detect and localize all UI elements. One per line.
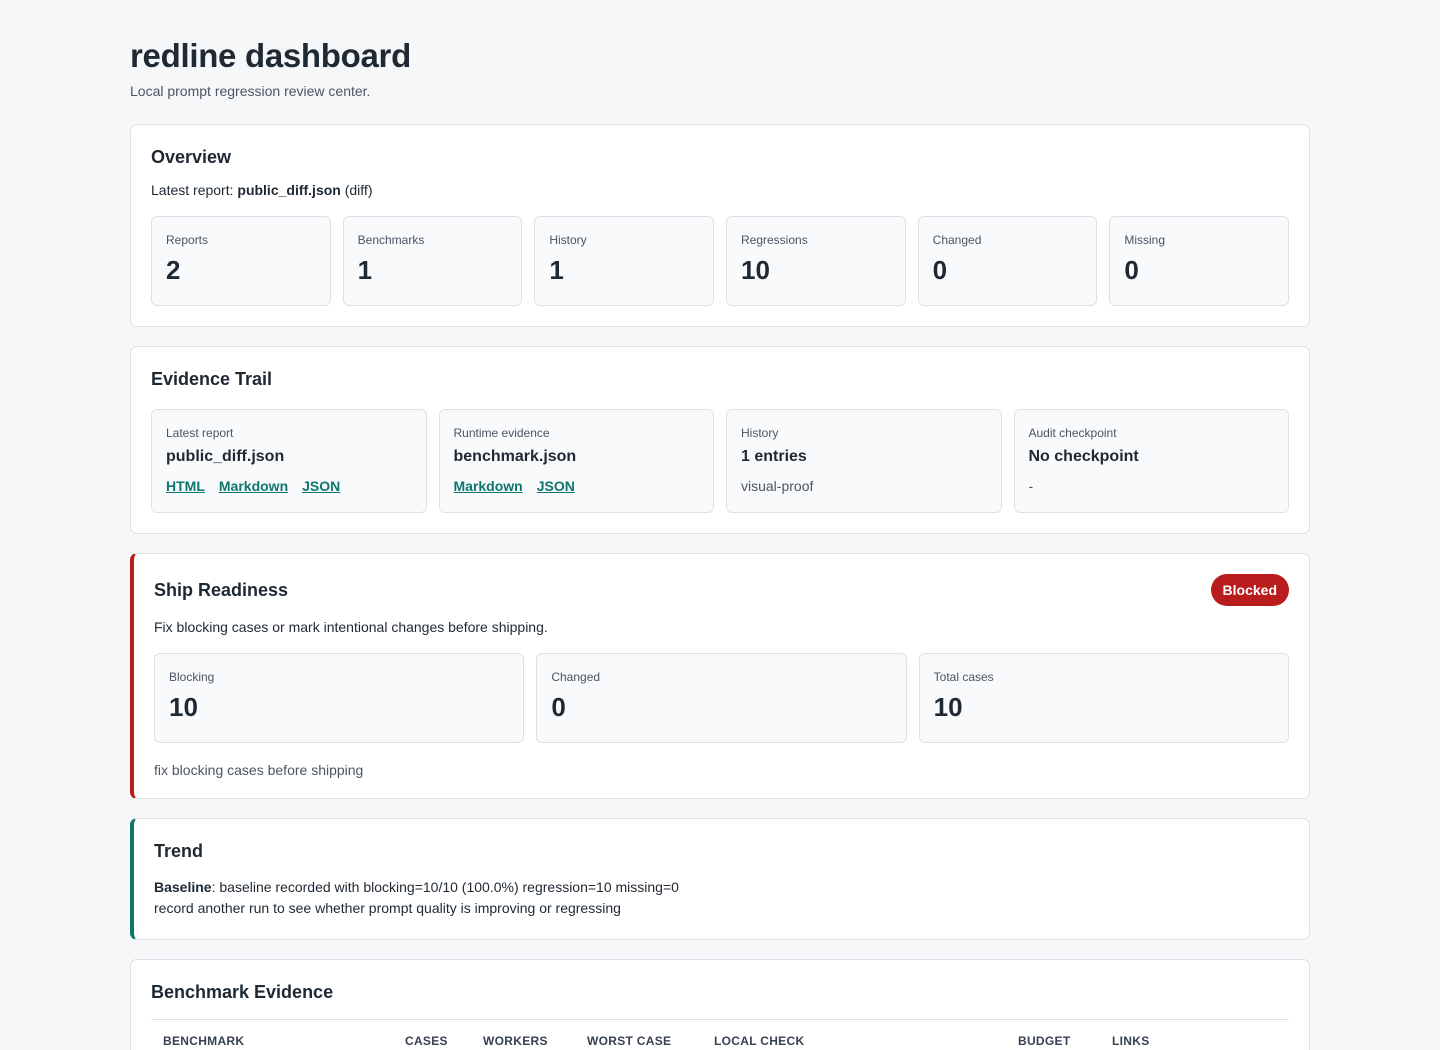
column-header-local-check: Local check [714, 1034, 805, 1048]
column-header-cases: Cases [405, 1034, 448, 1048]
stat-label: Missing [1124, 233, 1166, 247]
evidence-card-runtime: Runtime evidence benchmark.json Markdown… [438, 409, 714, 513]
table-header-row: Benchmark Cases Workers Worst case Local… [151, 1020, 1289, 1050]
evidence-links: Markdown JSON [454, 478, 700, 494]
ship-stats: Blocking 10 Changed 0 Total cases 10 [154, 653, 1289, 743]
stat-value: 1 [549, 255, 564, 285]
evidence-links: HTML Markdown JSON [166, 478, 412, 494]
evidence-value: No checkpoint [1028, 448, 1139, 465]
stat-label: History [549, 233, 587, 247]
stat-label: Reports [166, 233, 209, 247]
ship-footer-note: fix blocking cases before shipping [154, 762, 364, 778]
stat-card-reports: Reports 2 [151, 216, 331, 306]
stat-card-history: History 1 [534, 216, 714, 306]
evidence-label: History [741, 426, 779, 440]
ship-description: Fix blocking cases or mark intentional c… [154, 619, 548, 635]
latest-report-kind: (diff) [340, 182, 373, 198]
trend-panel: Trend Baseline: baseline recorded with b… [130, 818, 1310, 940]
stat-value: 0 [932, 255, 948, 285]
stat-value: 10 [169, 692, 198, 722]
overview-heading: Overview [151, 147, 232, 167]
benchmark-heading: Benchmark Evidence [151, 982, 334, 1002]
stat-card-regressions: Regressions 10 [726, 216, 906, 306]
runtime-markdown-link[interactable]: Markdown [453, 478, 523, 494]
trend-text: Baseline: baseline recorded with blockin… [154, 877, 1289, 919]
page-subtitle: Local prompt regression review center. [130, 83, 371, 99]
column-header-budget: Budget [1018, 1034, 1071, 1048]
evidence-trail-panel: Evidence Trail Latest report public_diff… [130, 346, 1310, 534]
overview-panel: Overview Latest report: public_diff.json… [130, 124, 1310, 327]
latest-markdown-link[interactable]: Markdown [218, 478, 289, 494]
stat-value: 1 [357, 255, 373, 285]
column-header-workers: Workers [483, 1034, 548, 1048]
ship-heading: Ship Readiness [154, 580, 289, 600]
evidence-value: public_diff.json [166, 448, 285, 465]
overview-stats: Reports 2 Benchmarks 1 History 1 Regress… [151, 216, 1289, 306]
latest-html-link[interactable]: HTML [166, 478, 205, 494]
page-title: redline dashboard [130, 37, 411, 74]
stat-label: Changed [932, 233, 982, 247]
evidence-card-audit: Audit checkpoint No checkpoint - [1013, 409, 1289, 513]
stat-card-changed: Changed 0 [917, 216, 1098, 306]
stat-card-total-cases: Total cases 10 [918, 653, 1289, 743]
evidence-card-history: History 1 entries visual-proof [726, 409, 1002, 513]
trend-hint: record another run to see whether prompt… [154, 900, 621, 916]
evidence-value: benchmark.json [453, 448, 577, 465]
evidence-label: Audit checkpoint [1028, 426, 1117, 440]
latest-json-link[interactable]: JSON [302, 478, 341, 494]
stat-value: 2 [166, 255, 181, 285]
evidence-heading: Evidence Trail [151, 369, 273, 389]
latest-report-line: Latest report: public_diff.json (diff) [151, 182, 1289, 198]
status-badge: Blocked [1210, 574, 1289, 606]
trend-baseline-label: Baseline [154, 879, 212, 895]
stat-label: Benchmarks [357, 233, 425, 247]
latest-report-prefix: Latest report: [151, 182, 238, 198]
evidence-value: 1 entries [741, 448, 807, 465]
evidence-card-latest-report: Latest report public_diff.json HTML Markd… [151, 409, 427, 513]
benchmark-table: Benchmark Cases Workers Worst case Local… [151, 1019, 1289, 1050]
column-header-links: Links [1112, 1034, 1150, 1048]
ship-header: Ship Readiness Blocked [154, 574, 1289, 606]
latest-report-file: public_diff.json [237, 182, 341, 198]
dashboard-page: redline dashboard Local prompt regressio… [130, 0, 1310, 1050]
stat-value: 0 [1124, 255, 1139, 285]
stat-card-changed: Changed 0 [536, 653, 907, 743]
evidence-note: - [1028, 478, 1034, 494]
evidence-note: visual-proof [741, 478, 814, 494]
runtime-json-link[interactable]: JSON [536, 478, 575, 494]
stat-card-benchmarks: Benchmarks 1 [342, 216, 523, 306]
stat-label: Regressions [741, 233, 808, 247]
stat-label: Total cases [933, 670, 994, 684]
ship-readiness-panel: Ship Readiness Blocked Fix blocking case… [130, 553, 1310, 799]
stat-value: 0 [551, 692, 566, 722]
stat-card-blocking: Blocking 10 [154, 653, 525, 743]
stat-label: Blocking [169, 670, 215, 684]
stat-value: 10 [933, 692, 963, 722]
column-header-worst-case: Worst case [587, 1034, 672, 1048]
trend-baseline-text: : baseline recorded with blocking=10/10 … [211, 879, 679, 895]
evidence-label: Latest report [166, 426, 234, 440]
benchmark-evidence-panel: Benchmark Evidence Benchmark Cases Worke… [130, 959, 1310, 1050]
evidence-grid: Latest report public_diff.json HTML Markd… [151, 409, 1289, 513]
trend-heading: Trend [154, 841, 204, 861]
evidence-label: Runtime evidence [453, 426, 550, 440]
stat-value: 10 [741, 255, 770, 285]
stat-card-missing: Missing 0 [1109, 216, 1289, 306]
column-header-benchmark: Benchmark [163, 1034, 245, 1048]
stat-label: Changed [551, 670, 601, 684]
